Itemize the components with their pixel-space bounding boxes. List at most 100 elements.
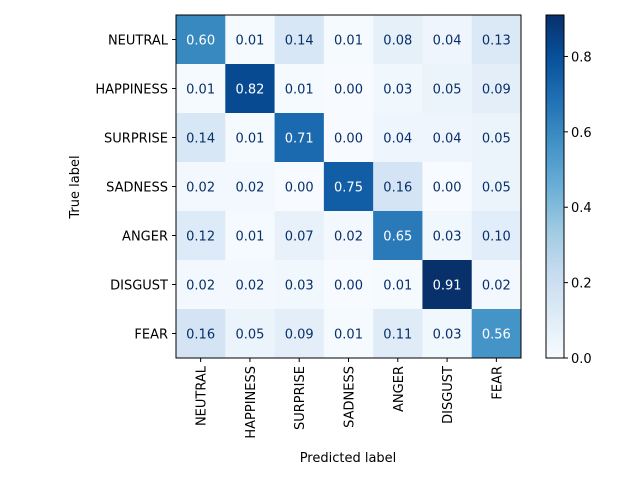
- heatmap-cell-value: 0.02: [186, 279, 215, 294]
- y-tick-label: ANGER: [122, 230, 168, 245]
- heatmap-cell-value: 0.09: [482, 83, 511, 98]
- heatmap-cell: [323, 309, 374, 359]
- heatmap-cell-value: 0.00: [334, 279, 363, 294]
- heatmap-cell-value: 0.00: [334, 132, 363, 147]
- heatmap-cell: [471, 211, 522, 261]
- heatmap-cell-value: 0.75: [334, 181, 363, 196]
- colorbar-tick-label: 0.4: [571, 201, 592, 216]
- x-tick-label: SADNESS: [343, 366, 358, 428]
- heatmap-cell-value: 0.16: [186, 328, 215, 343]
- heatmap-cell: [373, 64, 423, 114]
- x-tick-label: FEAR: [490, 366, 505, 400]
- heatmap-cell: [422, 211, 473, 261]
- heatmap-cell-value: 0.65: [383, 230, 412, 245]
- heatmap-cell: [225, 162, 276, 212]
- heatmap-cell-value: 0.05: [482, 181, 511, 196]
- heatmap-cell-value: 0.02: [334, 230, 363, 245]
- heatmap-cell-value: 0.01: [334, 34, 363, 49]
- heatmap-cell-value: 0.00: [433, 181, 462, 196]
- heatmap-cell: [373, 309, 423, 359]
- heatmap-cell-value: 0.10: [482, 230, 511, 245]
- x-tick-label: HAPPINESS: [244, 366, 259, 439]
- x-tick-label: DISGUST: [441, 366, 456, 424]
- x-tick-label: SURPRISE: [293, 366, 308, 430]
- heatmap-cell-value: 0.91: [433, 279, 462, 294]
- heatmap-cell: [176, 162, 226, 212]
- heatmap-cell-value: 0.04: [433, 34, 462, 49]
- heatmap-cell-value: 0.14: [285, 34, 314, 49]
- heatmap-cell: [373, 260, 423, 310]
- heatmap-cell-value: 0.14: [186, 132, 215, 147]
- heatmap-cell-value: 0.05: [482, 132, 511, 147]
- y-tick-label: FEAR: [134, 328, 168, 343]
- heatmap-cell: [422, 260, 473, 310]
- y-tick-label: SURPRISE: [104, 132, 168, 147]
- heatmap-cell: [373, 211, 423, 261]
- colorbar: [545, 14, 565, 359]
- heatmap-cell-value: 0.01: [383, 279, 412, 294]
- heatmap-cell-value: 0.01: [235, 230, 264, 245]
- heatmap-cell-labels: 0.60 0.01 0.14 0.01 0.08 0.04 0.13 0.01 0.82 0.01…: [186, 34, 511, 343]
- heatmap-cell: [471, 64, 522, 114]
- heatmap-cell-value: 0.00: [334, 83, 363, 98]
- heatmap-cell: [274, 260, 325, 310]
- heatmap-cell-value: 0.02: [482, 279, 511, 294]
- y-tick-label: DISGUST: [110, 279, 168, 294]
- heatmap-cell-value: 0.01: [235, 132, 264, 147]
- heatmap-cell: [176, 64, 226, 114]
- heatmap-cell-value: 0.01: [235, 34, 264, 49]
- heatmap-cell: [373, 162, 423, 212]
- heatmap-cell: [422, 15, 473, 65]
- heatmap-cell: [422, 64, 473, 114]
- heatmap-cell-value: 0.82: [235, 83, 264, 98]
- heatmap-cell: [471, 113, 522, 163]
- heatmap-cell: [225, 309, 276, 359]
- heatmap-cell: [323, 162, 374, 212]
- colorbar-tick-label: 0.0: [571, 352, 592, 367]
- heatmap-cell: [274, 113, 325, 163]
- heatmap-cell-value: 0.05: [433, 83, 462, 98]
- heatmap-cell-value: 0.16: [383, 181, 412, 196]
- y-axis-label: True label: [68, 155, 83, 219]
- heatmap-cell: [274, 162, 325, 212]
- heatmap-cell: [176, 260, 226, 310]
- x-axis-ticks: NEUTRAL HAPPINESS SURPRISE SADNESS ANGER DISG…: [195, 358, 505, 439]
- heatmap-cell-value: 0.05: [235, 328, 264, 343]
- heatmap-cell-value: 0.09: [285, 328, 314, 343]
- heatmap-cell-value: 0.13: [482, 34, 511, 49]
- heatmap-cell: [471, 309, 522, 359]
- colorbar-tick-label: 0.2: [571, 277, 592, 292]
- heatmap-cell-value: 0.01: [186, 83, 215, 98]
- heatmap-cell: [274, 309, 325, 359]
- heatmap-cell: [323, 211, 374, 261]
- heatmap-cell: [323, 15, 374, 65]
- colorbar-ticks: 0.0 0.2 0.4 0.6 0.8: [564, 50, 592, 367]
- colorbar-tick-label: 0.8: [571, 50, 592, 65]
- heatmap-cell-value: 0.03: [285, 279, 314, 294]
- y-tick-label: HAPPINESS: [95, 83, 168, 98]
- heatmap-cell: [176, 15, 226, 65]
- heatmap-cell-value: 0.03: [433, 328, 462, 343]
- x-tick-label: ANGER: [392, 366, 407, 412]
- heatmap-cell-value: 0.12: [186, 230, 215, 245]
- heatmap-cell: [225, 64, 276, 114]
- heatmap-cell: [225, 211, 276, 261]
- heatmap-cell-value: 0.01: [334, 328, 363, 343]
- heatmap-cell: [274, 15, 325, 65]
- heatmap-cell-value: 0.02: [235, 279, 264, 294]
- heatmap-cell: [422, 113, 473, 163]
- heatmap-cell-value: 0.56: [482, 328, 511, 343]
- heatmap-cell: [373, 113, 423, 163]
- heatmap-cell: [176, 309, 226, 359]
- y-tick-label: NEUTRAL: [108, 34, 169, 49]
- heatmap-cell-value: 0.04: [433, 132, 462, 147]
- heatmap-cell-value: 0.02: [235, 181, 264, 196]
- heatmap-cell-value: 0.08: [383, 34, 412, 49]
- heatmap-cell-value: 0.11: [383, 328, 412, 343]
- heatmap-cell: [471, 260, 522, 310]
- heatmap-cell-value: 0.71: [285, 132, 314, 147]
- heatmap-cell: [225, 113, 276, 163]
- heatmap-cell: [471, 15, 522, 65]
